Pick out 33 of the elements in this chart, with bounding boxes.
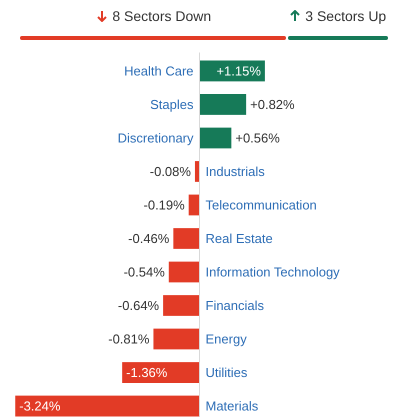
y-tick-label: Materials (206, 398, 259, 414)
bar (163, 295, 200, 316)
bar (173, 228, 200, 249)
data-label: -0.19% (144, 197, 186, 212)
y-tick-label: Telecommunication (206, 197, 317, 212)
y-tick-label: Staples (150, 96, 194, 112)
text: 3 Sectors Up (304, 7, 388, 26)
y-tick-label: Real Estate (206, 231, 273, 246)
y-tick-label: Utilities (206, 365, 248, 380)
y-tick-label: Industrials (206, 164, 266, 179)
bar (168, 262, 200, 282)
data-label: -0.81% (108, 332, 150, 347)
data-label: +0.56% (235, 130, 280, 146)
bar (200, 128, 232, 148)
data-label: +1.15% (216, 63, 262, 78)
bar (15, 396, 200, 416)
bar (200, 94, 246, 115)
data-label: -1.36% (126, 365, 168, 380)
bar (122, 362, 200, 383)
data-label: -0.46% (128, 231, 170, 246)
y-tick-label: Energy (206, 332, 248, 347)
y-tick-label: Discretionary (118, 130, 194, 146)
data-label: -3.24% (19, 398, 61, 414)
data-label: +0.82% (250, 96, 296, 112)
data-label: -0.54% (124, 264, 166, 280)
y-tick-label: Financials (206, 298, 265, 314)
bar (153, 328, 200, 350)
y-tick-label: Health Care (124, 63, 194, 78)
bar (188, 194, 200, 216)
text: 8 Sectors Down (111, 7, 212, 26)
data-label: -0.64% (118, 298, 160, 314)
y-tick-label: Information Technology (206, 264, 340, 280)
data-label: -0.08% (150, 164, 192, 179)
